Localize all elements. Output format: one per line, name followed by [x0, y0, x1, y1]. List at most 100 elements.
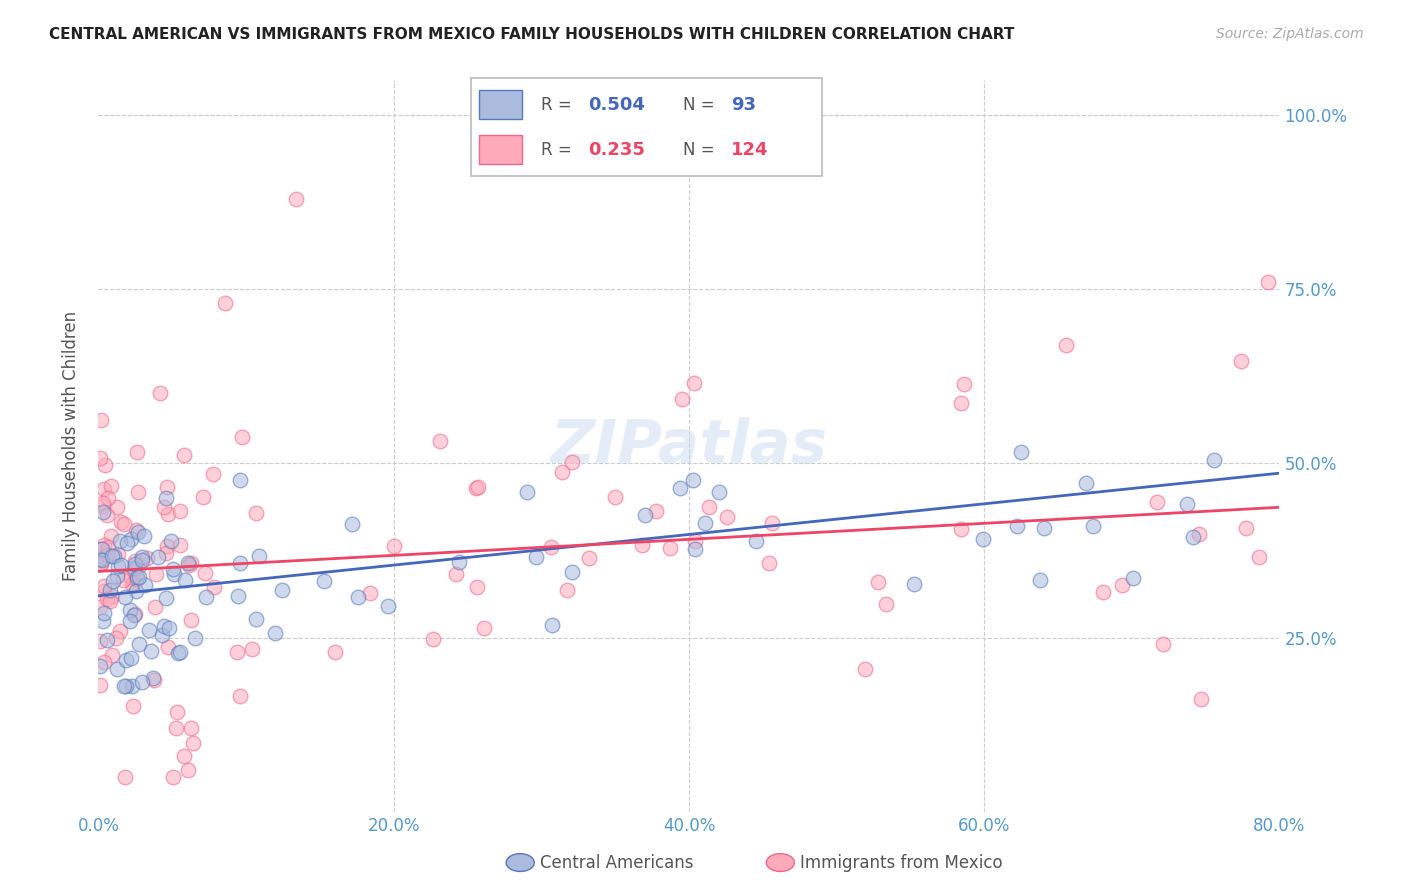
- Point: [98, 594, 121, 608]
- Point: [93, 584, 115, 599]
- Point: [555, 583, 578, 598]
- Point: [1010, 445, 1032, 459]
- Point: [124, 584, 146, 599]
- Point: [1257, 276, 1279, 290]
- Point: [165, 721, 187, 735]
- Point: [1083, 519, 1105, 533]
- FancyBboxPatch shape: [478, 90, 523, 119]
- Point: [1189, 691, 1212, 706]
- Point: [93, 482, 115, 496]
- Point: [122, 561, 145, 575]
- Point: [540, 540, 562, 554]
- Point: [136, 550, 159, 565]
- Point: [120, 615, 142, 629]
- Point: [467, 480, 489, 494]
- Point: [121, 577, 143, 591]
- Text: Immigrants from Mexico: Immigrants from Mexico: [800, 854, 1002, 871]
- Point: [138, 624, 160, 638]
- Point: [180, 556, 202, 570]
- Point: [101, 574, 124, 588]
- Point: [111, 574, 134, 588]
- Point: [516, 485, 538, 500]
- Point: [952, 376, 974, 391]
- Point: [229, 689, 252, 703]
- Point: [1074, 475, 1097, 490]
- Point: [693, 516, 716, 531]
- Point: [173, 573, 195, 587]
- Point: [429, 434, 451, 448]
- Point: [240, 641, 263, 656]
- Point: [347, 590, 370, 604]
- Text: Source: ZipAtlas.com: Source: ZipAtlas.com: [1216, 27, 1364, 41]
- Point: [630, 538, 652, 552]
- Point: [1229, 353, 1251, 368]
- Point: [560, 565, 582, 579]
- Point: [120, 532, 142, 546]
- Point: [155, 491, 177, 505]
- Point: [449, 555, 471, 569]
- Point: [125, 572, 148, 586]
- Point: [91, 614, 114, 628]
- Point: [683, 534, 706, 549]
- Point: [114, 770, 136, 784]
- Point: [90, 542, 112, 557]
- Text: N =: N =: [683, 95, 720, 113]
- Point: [149, 386, 172, 401]
- Point: [124, 607, 146, 621]
- Point: [89, 551, 111, 566]
- Point: [472, 621, 495, 635]
- Point: [114, 591, 136, 605]
- Point: [271, 583, 294, 598]
- Point: [121, 576, 143, 591]
- Point: [94, 458, 117, 472]
- Point: [127, 485, 149, 500]
- Point: [90, 412, 112, 426]
- Point: [1091, 585, 1114, 599]
- Point: [96, 508, 118, 522]
- Point: [231, 430, 253, 444]
- Point: [1247, 550, 1270, 565]
- Point: [91, 505, 114, 519]
- Point: [122, 608, 145, 623]
- Point: [122, 563, 145, 577]
- Point: [110, 515, 132, 529]
- Point: [169, 537, 191, 551]
- Point: [193, 490, 215, 504]
- Point: [245, 612, 267, 626]
- Point: [107, 547, 129, 561]
- Point: [157, 507, 180, 521]
- Point: [668, 482, 690, 496]
- Text: 0.504: 0.504: [588, 95, 645, 113]
- Point: [134, 578, 156, 592]
- Point: [1152, 637, 1174, 651]
- Point: [91, 552, 114, 566]
- Point: [377, 599, 399, 613]
- Point: [169, 645, 191, 659]
- Point: [1202, 453, 1225, 467]
- Point: [127, 525, 149, 540]
- Point: [101, 549, 124, 563]
- Point: [115, 653, 138, 667]
- Point: [141, 644, 163, 658]
- Point: [131, 553, 153, 567]
- Point: [145, 567, 167, 582]
- Point: [163, 567, 186, 582]
- Point: [868, 575, 890, 590]
- Point: [98, 583, 121, 598]
- Point: [162, 562, 184, 576]
- Text: R =: R =: [541, 95, 576, 113]
- Point: [707, 484, 730, 499]
- Point: [93, 499, 115, 513]
- Point: [202, 580, 225, 594]
- Point: [169, 504, 191, 518]
- Point: [524, 549, 547, 564]
- Point: [1234, 521, 1257, 535]
- Point: [1182, 530, 1205, 544]
- Point: [157, 640, 180, 654]
- Point: [96, 591, 118, 606]
- Text: R =: R =: [541, 141, 576, 159]
- Point: [173, 448, 195, 462]
- Point: [155, 591, 177, 606]
- Point: [226, 589, 249, 603]
- Point: [264, 625, 287, 640]
